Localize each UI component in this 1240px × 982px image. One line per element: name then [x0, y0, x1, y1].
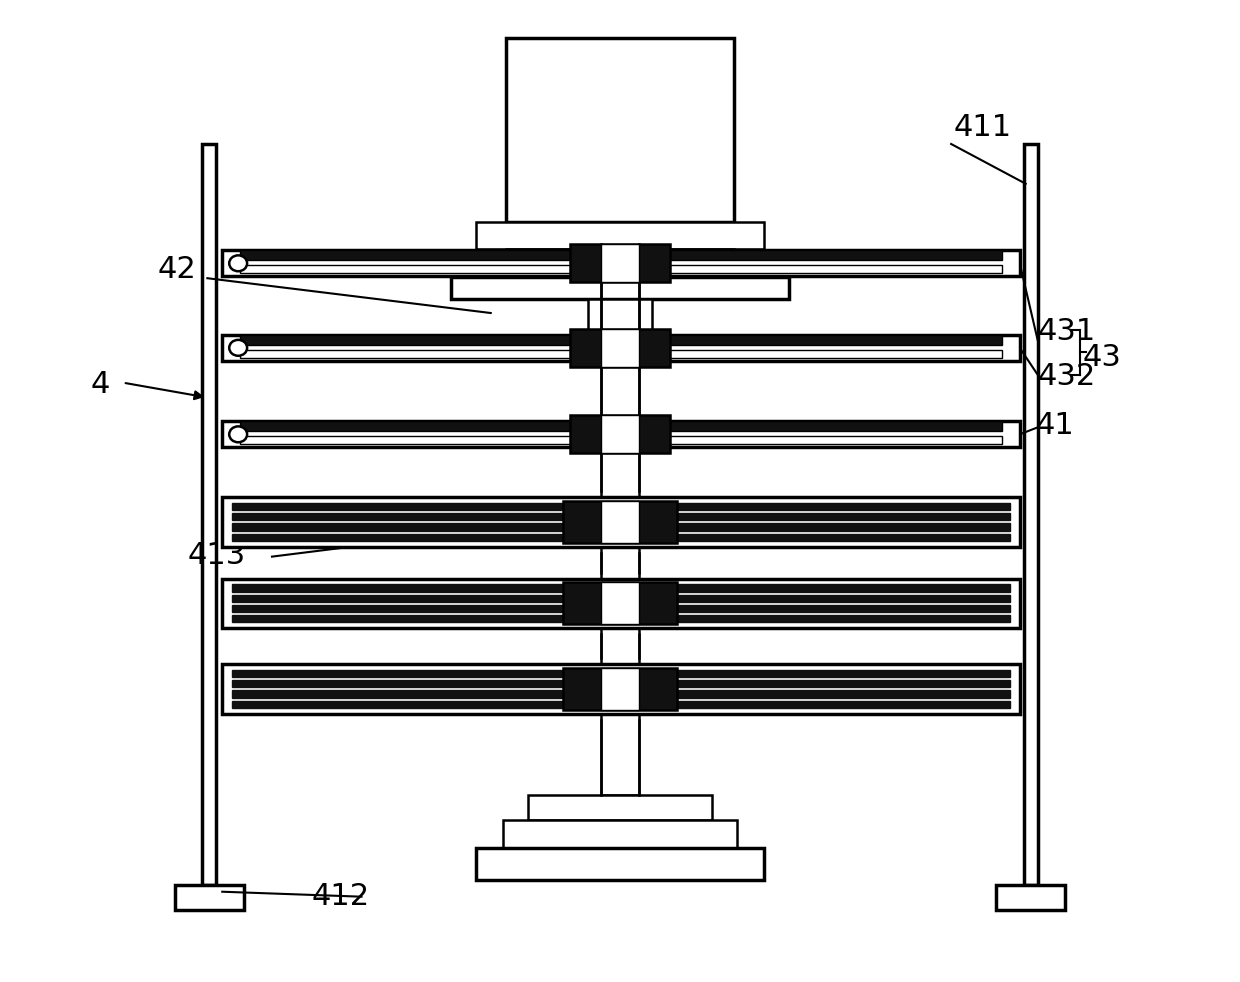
Bar [241, 421, 1002, 431]
Bar [601, 351, 639, 795]
Bar [601, 329, 639, 366]
Bar [570, 245, 670, 282]
Bar [232, 523, 1009, 530]
Bar [595, 331, 645, 351]
Bar [601, 415, 639, 454]
Bar [601, 668, 639, 710]
Bar [601, 245, 639, 282]
Bar [232, 514, 1009, 520]
Bar [222, 335, 1019, 360]
Bar [222, 497, 1019, 547]
Bar [476, 848, 764, 880]
Bar [232, 700, 1009, 708]
Bar [222, 578, 1019, 628]
Bar [232, 595, 1009, 602]
Bar [222, 250, 1019, 276]
Bar [222, 664, 1019, 714]
Bar [241, 250, 1002, 260]
Text: 431: 431 [1038, 317, 1096, 346]
Bar [175, 885, 244, 909]
Text: 412: 412 [311, 882, 370, 910]
Bar [563, 501, 677, 543]
Bar [232, 533, 1009, 541]
Bar [506, 249, 734, 277]
Bar [570, 329, 670, 366]
Bar [1024, 144, 1038, 885]
Text: 41: 41 [1035, 411, 1074, 440]
Bar [570, 415, 670, 454]
Bar [588, 300, 652, 331]
Bar [241, 265, 1002, 273]
Ellipse shape [229, 340, 247, 355]
Bar [232, 615, 1009, 623]
Bar [451, 277, 789, 300]
Text: 411: 411 [954, 113, 1012, 142]
Bar [241, 436, 1002, 444]
Text: 43: 43 [1083, 343, 1121, 372]
Bar [528, 795, 712, 820]
Bar [202, 144, 216, 885]
Text: 42: 42 [157, 255, 196, 284]
Bar [232, 681, 1009, 687]
Bar [506, 37, 734, 222]
Bar [563, 582, 677, 625]
Bar [503, 820, 737, 848]
Ellipse shape [229, 255, 247, 271]
Bar [232, 605, 1009, 612]
Bar [232, 690, 1009, 697]
Bar [232, 584, 1009, 592]
Bar [601, 501, 639, 543]
Bar [222, 421, 1019, 447]
Ellipse shape [229, 426, 247, 442]
Bar [601, 582, 639, 625]
Bar [232, 670, 1009, 678]
Bar [232, 503, 1009, 510]
Bar [241, 335, 1002, 345]
Text: 413: 413 [187, 540, 246, 570]
Text: 4: 4 [91, 369, 110, 399]
Text: 432: 432 [1038, 361, 1096, 391]
Bar [563, 668, 677, 710]
Bar [996, 885, 1065, 909]
Bar [241, 350, 1002, 357]
Bar [476, 222, 764, 249]
